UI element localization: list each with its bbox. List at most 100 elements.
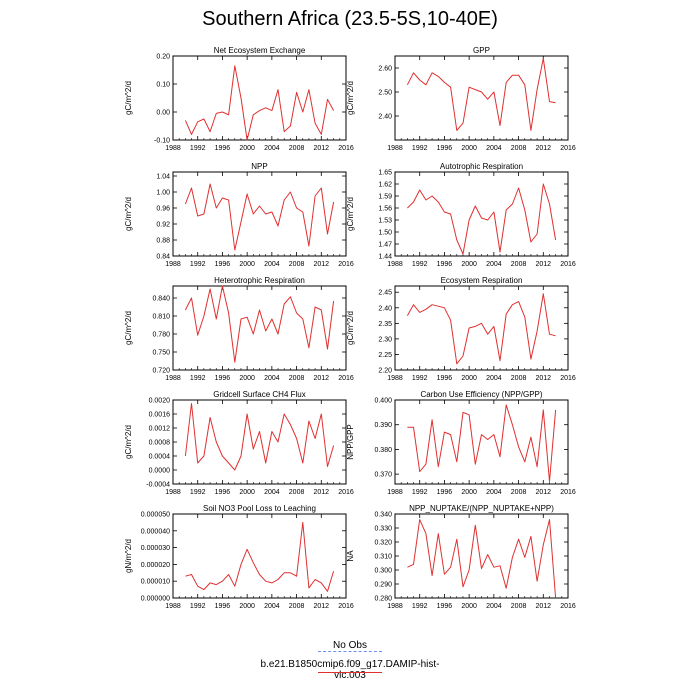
y-tick-label: 0.0000	[149, 468, 171, 475]
y-tick-label: 1.47	[378, 242, 392, 249]
y-tick-label: 0.810	[152, 314, 170, 321]
y-tick-label: 0.88	[156, 238, 170, 245]
panel-autotrophic-respiration: Autotrophic Respiration 1988 1992 1996 2000 2…	[346, 162, 576, 268]
x-tick-label: 2008	[511, 603, 527, 610]
y-tick-label: 0.750	[152, 350, 170, 357]
y-tick-label: 0.000040	[141, 528, 170, 535]
y-tick-label: 0.840	[152, 296, 170, 303]
y-tick-label: 1.59	[378, 194, 392, 201]
y-tick-label: 2.60	[378, 66, 392, 73]
x-tick-label: 2008	[289, 145, 305, 152]
x-tick-label: 1988	[387, 145, 403, 152]
x-tick-label: 2016	[338, 261, 354, 268]
x-tick-label: 2016	[338, 375, 354, 382]
x-tick-label: 2004	[264, 145, 280, 152]
y-axis-label: NPP/GPP	[346, 424, 355, 460]
panel-title: NPP_NUPTAKE/(NPP_NUPTAKE+NPP)	[409, 504, 554, 513]
panel-heterotrophic-respiration: Heterotrophic Respiration 1988 1992 1996 200…	[124, 276, 354, 382]
y-tick-label: 2.30	[378, 336, 392, 343]
x-tick-label: 1996	[215, 489, 231, 496]
y-tick-label: 1.62	[378, 182, 392, 189]
series-line	[184, 183, 335, 251]
x-tick-label: 2012	[535, 261, 551, 268]
series-line	[184, 65, 335, 141]
x-tick-label: 1996	[437, 489, 453, 496]
x-tick-label: 2012	[535, 603, 551, 610]
plot-frame	[172, 55, 347, 141]
x-tick-label: 1988	[387, 375, 403, 382]
series-line	[184, 285, 335, 363]
x-tick-label: 2016	[560, 375, 576, 382]
x-tick-label: 2004	[264, 489, 280, 496]
y-tick-label: 0.000020	[141, 562, 170, 569]
y-tick-label: 0.0020	[149, 398, 171, 405]
y-tick-label: -0.10	[154, 138, 170, 145]
x-tick-label: 1996	[437, 375, 453, 382]
x-tick-label: 1992	[190, 603, 206, 610]
x-tick-label: 2012	[535, 145, 551, 152]
x-tick-label: 1996	[215, 145, 231, 152]
y-tick-label: 1.65	[378, 170, 392, 177]
y-tick-label: -0.0004	[146, 482, 170, 489]
x-tick-label: 2012	[535, 489, 551, 496]
x-tick-label: 2012	[313, 145, 329, 152]
x-tick-label: 2000	[461, 375, 477, 382]
y-tick-label: 2.40	[378, 305, 392, 312]
x-tick-label: 2004	[486, 145, 502, 152]
x-tick-label: 1996	[437, 603, 453, 610]
x-tick-label: 2008	[511, 489, 527, 496]
y-tick-label: 0.290	[374, 582, 392, 589]
plot-frame	[172, 513, 347, 599]
y-tick-label: 0.280	[374, 596, 392, 603]
y-tick-label: 0.000030	[141, 545, 170, 552]
y-tick-label: 0.300	[374, 568, 392, 575]
plot-frame	[394, 55, 569, 141]
x-tick-label: 2000	[461, 261, 477, 268]
x-tick-label: 1996	[215, 375, 231, 382]
series-line	[185, 521, 335, 592]
y-tick-label: 0.370	[374, 472, 392, 479]
y-tick-label: 0.000050	[141, 512, 170, 519]
x-tick-label: 1988	[387, 261, 403, 268]
x-tick-label: 2008	[511, 375, 527, 382]
x-tick-label: 1988	[165, 603, 181, 610]
plot-frame	[394, 399, 569, 485]
x-tick-label: 2016	[560, 261, 576, 268]
x-tick-label: 2016	[338, 603, 354, 610]
x-tick-label: 2000	[239, 261, 255, 268]
series-line	[406, 57, 556, 131]
y-tick-label: 0.92	[156, 222, 170, 229]
x-tick-label: 1988	[165, 489, 181, 496]
x-tick-label: 2008	[289, 489, 305, 496]
y-tick-label: 1.44	[378, 254, 392, 261]
x-tick-label: 1988	[387, 489, 403, 496]
series-line	[407, 519, 557, 599]
y-axis-label: gC/m^2/d	[124, 197, 133, 231]
y-axis-label: gC/m^2/d	[124, 311, 133, 345]
x-tick-label: 2004	[486, 489, 502, 496]
x-tick-label: 2004	[264, 375, 280, 382]
panel-gpp: GPP 1988 1992 1996 2000 2004 2008 2012 2016 2.40 2…	[346, 46, 576, 152]
x-tick-label: 1988	[165, 375, 181, 382]
y-tick-label: 2.25	[378, 352, 392, 359]
y-tick-label: 0.330	[374, 526, 392, 533]
x-tick-label: 2008	[289, 375, 305, 382]
y-tick-label: 0.0016	[149, 412, 171, 419]
panel-title: Autotrophic Respiration	[440, 162, 523, 171]
x-tick-label: 1992	[412, 261, 428, 268]
panel-title: Ecosystem Respiration	[441, 276, 523, 285]
x-tick-label: 1992	[190, 489, 206, 496]
y-tick-label: 1.50	[378, 230, 392, 237]
y-tick-label: 2.50	[378, 90, 392, 97]
y-tick-label: 0.000010	[141, 579, 170, 586]
panel-title: Soil NO3 Pool Loss to Leaching	[203, 504, 316, 513]
y-axis-label: NA	[346, 550, 355, 562]
x-tick-label: 2012	[313, 261, 329, 268]
x-tick-label: 1988	[387, 603, 403, 610]
x-tick-label: 1996	[215, 603, 231, 610]
panel-net-ecosystem-exchange: Net Ecosystem Exchange 1988 1992 1996 2000 20…	[124, 46, 354, 152]
y-tick-label: 0.340	[374, 512, 392, 519]
x-tick-label: 2000	[239, 489, 255, 496]
y-tick-label: 0.10	[156, 82, 170, 89]
